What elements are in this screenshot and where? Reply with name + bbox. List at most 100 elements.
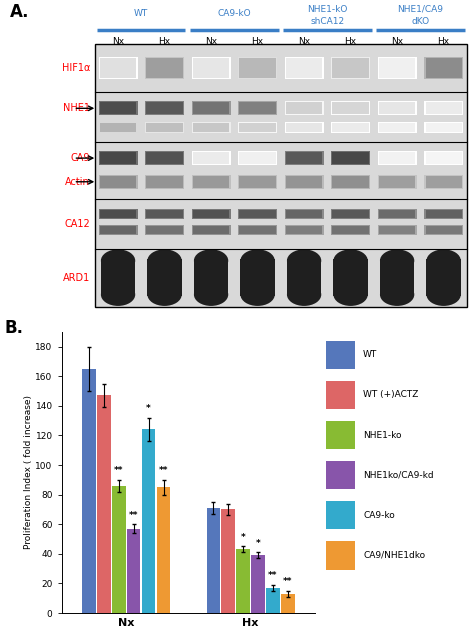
FancyBboxPatch shape [326,501,355,530]
Bar [221,509,235,613]
Polygon shape [331,225,370,234]
Polygon shape [424,122,463,133]
Polygon shape [286,176,322,188]
Polygon shape [378,122,417,133]
Polygon shape [99,57,137,79]
Polygon shape [145,175,184,188]
Polygon shape [331,209,370,219]
Polygon shape [424,151,463,166]
Bar [237,549,250,613]
Polygon shape [332,58,369,78]
Polygon shape [331,151,370,166]
Polygon shape [100,176,136,188]
Polygon shape [238,225,277,234]
Polygon shape [286,152,322,164]
Text: WT (+)ACTZ: WT (+)ACTZ [363,391,419,399]
Polygon shape [240,259,275,296]
Polygon shape [193,152,229,164]
Polygon shape [191,175,231,188]
Polygon shape [380,259,414,296]
Polygon shape [193,123,229,132]
Polygon shape [426,176,462,188]
Text: *: * [146,404,151,413]
Polygon shape [286,58,322,78]
Polygon shape [100,226,136,234]
Polygon shape [191,101,231,115]
Polygon shape [378,101,417,115]
Text: NHE1/CA9: NHE1/CA9 [397,4,443,14]
Polygon shape [95,44,467,307]
Polygon shape [424,57,463,79]
Text: Nx: Nx [298,37,310,46]
Circle shape [101,250,135,272]
Polygon shape [239,226,276,234]
Polygon shape [239,123,276,132]
Polygon shape [238,101,277,115]
Polygon shape [193,176,229,188]
Circle shape [427,283,461,306]
Polygon shape [238,57,277,79]
Text: A.: A. [9,3,29,21]
Polygon shape [239,152,276,164]
Bar [281,594,294,613]
Circle shape [333,250,368,272]
Polygon shape [147,259,182,296]
Polygon shape [426,152,462,164]
Circle shape [147,283,182,306]
Polygon shape [193,102,229,114]
Text: HIF1α: HIF1α [62,63,90,73]
Polygon shape [146,226,182,234]
Polygon shape [146,152,182,164]
Polygon shape [191,209,231,219]
Bar [142,430,155,613]
Text: WT: WT [134,9,148,18]
Text: Nx: Nx [391,37,403,46]
FancyBboxPatch shape [326,541,355,569]
Polygon shape [238,151,277,166]
Polygon shape [239,58,276,78]
Bar [97,396,110,613]
Polygon shape [145,122,184,133]
Polygon shape [379,210,415,218]
Polygon shape [284,101,324,115]
Bar [112,486,126,613]
Polygon shape [99,175,137,188]
Text: shCA12: shCA12 [310,17,345,26]
Text: Nx: Nx [205,37,217,46]
Polygon shape [424,175,463,188]
Polygon shape [427,259,461,296]
Polygon shape [238,209,277,219]
Polygon shape [145,151,184,166]
Circle shape [240,250,275,272]
Polygon shape [101,259,135,296]
Text: CA9/NHE1dko: CA9/NHE1dko [363,550,425,559]
Text: **: ** [159,466,168,475]
FancyBboxPatch shape [326,461,355,489]
Y-axis label: Proliferation Index ( fold increase): Proliferation Index ( fold increase) [24,396,33,549]
Circle shape [147,250,182,272]
Bar [127,528,140,613]
Polygon shape [426,102,462,114]
Circle shape [287,250,321,272]
Polygon shape [379,123,415,132]
Polygon shape [191,151,231,166]
Polygon shape [424,101,463,115]
Polygon shape [193,58,229,78]
Polygon shape [99,209,137,219]
Polygon shape [332,176,369,188]
Polygon shape [146,123,182,132]
Text: CA9-kO: CA9-kO [218,9,251,18]
Polygon shape [333,259,368,296]
Bar [251,556,265,613]
Text: CA9: CA9 [71,153,90,163]
Text: Hx: Hx [158,37,171,46]
Polygon shape [239,176,276,188]
Polygon shape [193,226,229,234]
Polygon shape [99,101,137,115]
Polygon shape [332,123,369,132]
Text: B.: B. [5,319,24,337]
Polygon shape [286,226,322,234]
Circle shape [380,250,414,272]
Polygon shape [100,152,136,164]
Bar [207,508,220,613]
